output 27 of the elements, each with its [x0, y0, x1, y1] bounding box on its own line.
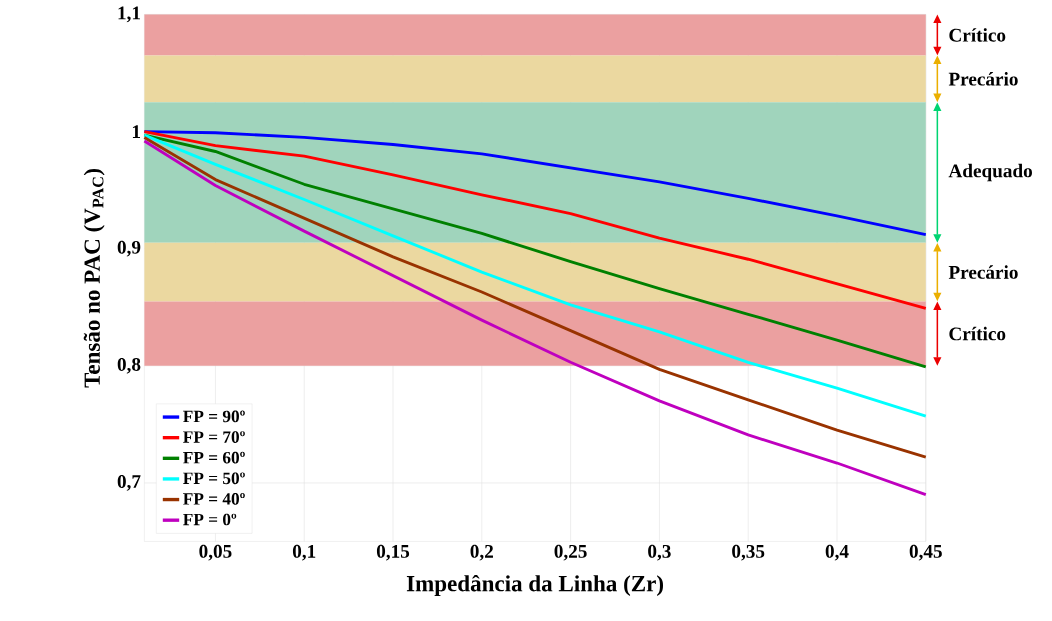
y-tick-label: 0,7: [117, 474, 141, 491]
x-tick-label: 0,4: [825, 544, 849, 561]
legend-label: FP = 90º: [183, 410, 245, 423]
y-tick-label: 0,9: [117, 240, 141, 257]
x-tick-label: 0,45: [909, 544, 942, 561]
x-axis-title: Impedância da Linha (Zr): [406, 574, 664, 596]
band-label: Crítico: [949, 27, 1006, 42]
band-label: Crítico: [949, 326, 1006, 341]
band-label: Precário: [948, 71, 1018, 86]
x-tick-label: 0,2: [470, 544, 493, 561]
legend-label: FP = 60º: [183, 451, 245, 464]
x-tick-label: 0,25: [554, 544, 587, 561]
y-tick-label: 0,8: [117, 357, 141, 374]
legend-label: FP = 50º: [183, 472, 245, 484]
legend-label: FP = 0º: [183, 513, 237, 526]
legend-label: FP = 70º: [183, 431, 245, 443]
x-tick-label: 0,35: [732, 544, 765, 561]
x-tick-label: 0,1: [292, 544, 316, 561]
y-tick-label: 1,1: [118, 6, 141, 23]
legend-label: FP = 40º: [183, 492, 245, 505]
x-tick-label: 0,15: [376, 544, 410, 561]
x-tick-label: 0,3: [648, 544, 671, 561]
y-axis-title: Tensão no PAC (V$_{PAC}$): [83, 168, 105, 388]
band-label: Precário: [948, 265, 1018, 279]
y-tick-label: 1: [132, 125, 141, 138]
band-label: Adequado: [948, 163, 1032, 182]
x-tick-label: 0,05: [199, 544, 232, 561]
